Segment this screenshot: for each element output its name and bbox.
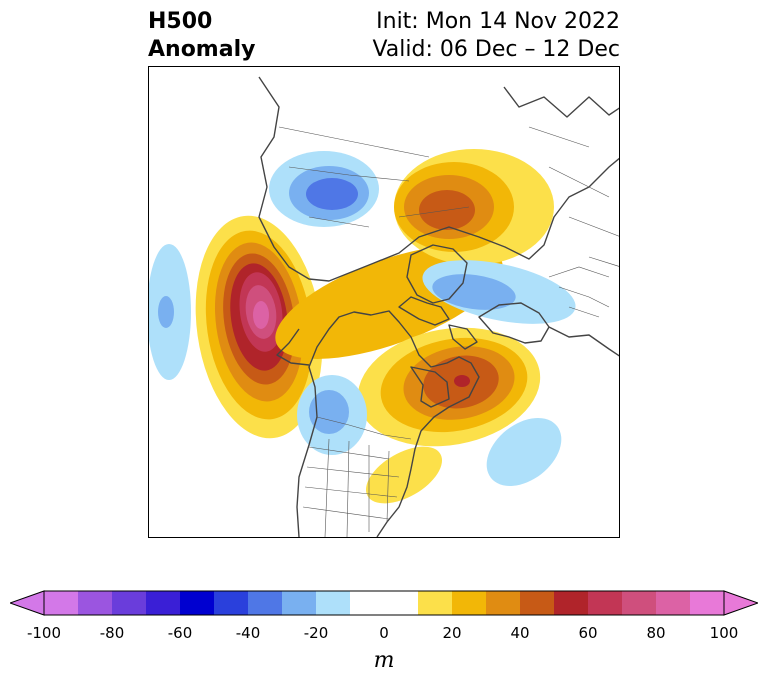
north-america-coast bbox=[296, 310, 480, 537]
colorbar-tick-label: 0 bbox=[379, 624, 389, 642]
colorbar-bin-14 bbox=[554, 591, 589, 615]
variable-label: H500 bbox=[148, 9, 213, 34]
canadian-archipelago bbox=[398, 296, 478, 350]
canada-us-border bbox=[316, 416, 412, 440]
colorbar-units: m bbox=[373, 648, 395, 673]
alaska-coast bbox=[276, 328, 310, 366]
europe-borders bbox=[548, 266, 610, 318]
trough-siberia-l3 bbox=[306, 178, 358, 210]
border-layer bbox=[278, 126, 619, 537]
type-label: Anomaly bbox=[148, 37, 256, 62]
colorbar-tick-label: 40 bbox=[510, 624, 530, 642]
colorbar-bin-16 bbox=[622, 591, 657, 615]
greenland-coast bbox=[406, 244, 468, 304]
eurasia-coast bbox=[258, 76, 619, 282]
colorbar-bin-6 bbox=[248, 591, 283, 615]
trough-scand-l2 bbox=[432, 274, 516, 310]
colorbar-bin-8 bbox=[316, 591, 351, 615]
colorbar-bin-13 bbox=[520, 591, 555, 615]
colorbar-tick-label: -80 bbox=[99, 624, 125, 642]
ridge-east-us bbox=[366, 446, 442, 504]
anomaly-map bbox=[148, 66, 620, 538]
colorbar-tick-label: 20 bbox=[442, 624, 462, 642]
colorbar-bin-9 bbox=[350, 591, 419, 615]
map-canvas bbox=[149, 76, 619, 537]
colorbar bbox=[10, 590, 758, 616]
valid-label: Valid: 06 Dec – 12 Dec bbox=[372, 37, 620, 62]
ridge-hudson-l5 bbox=[454, 375, 470, 387]
us-state-lines bbox=[302, 438, 400, 537]
colorbar-tick-label: -20 bbox=[303, 624, 329, 642]
colorbar-bins bbox=[44, 591, 725, 615]
colorbar-bin-0 bbox=[44, 591, 79, 615]
trough-atlantic bbox=[486, 418, 562, 486]
colorbar-tick-label: -40 bbox=[235, 624, 261, 642]
colorbar-tick-label: 80 bbox=[646, 624, 666, 642]
colorbar-bin-7 bbox=[282, 591, 317, 615]
anomaly-fill-layer bbox=[149, 149, 576, 504]
colorbar-tick-label: 100 bbox=[709, 624, 739, 642]
colorbar-bin-1 bbox=[78, 591, 113, 615]
colorbar-tick-label: -100 bbox=[26, 624, 62, 642]
trough-west-us-l2 bbox=[309, 390, 349, 434]
init-label: Init: Mon 14 Nov 2022 bbox=[376, 9, 620, 34]
colorbar-bin-4 bbox=[180, 591, 215, 615]
hudson-bay-coast bbox=[410, 366, 450, 408]
coastline-layer bbox=[258, 76, 619, 537]
colorbar-bin-3 bbox=[146, 591, 181, 615]
colorbar-bin-15 bbox=[588, 591, 623, 615]
colorbar-tick-label: 60 bbox=[578, 624, 598, 642]
colorbar-bin-10 bbox=[418, 591, 453, 615]
colorbar-extend-low bbox=[10, 590, 45, 616]
ridge-pacific-l8 bbox=[253, 301, 269, 329]
colorbar-bin-18 bbox=[690, 591, 725, 615]
trough-westpac-l2 bbox=[158, 296, 174, 328]
map-title-right: Init: Mon 14 Nov 2022 Valid: 06 Dec – 12… bbox=[372, 8, 620, 64]
colorbar-bin-5 bbox=[214, 591, 249, 615]
colorbar-tick-label: -60 bbox=[167, 624, 193, 642]
colorbar-bin-17 bbox=[656, 591, 691, 615]
europe-coast bbox=[548, 326, 619, 357]
colorbar-bin-12 bbox=[486, 591, 521, 615]
russia-borders bbox=[278, 126, 619, 267]
scandinavia-coast bbox=[478, 302, 550, 344]
colorbar-bin-11 bbox=[452, 591, 487, 615]
colorbar-outline bbox=[43, 590, 725, 616]
colorbar-extend-high bbox=[723, 590, 758, 616]
map-title-left: H500 Anomaly bbox=[148, 8, 255, 64]
asia-east-coast bbox=[503, 86, 619, 118]
colorbar-bin-2 bbox=[112, 591, 147, 615]
